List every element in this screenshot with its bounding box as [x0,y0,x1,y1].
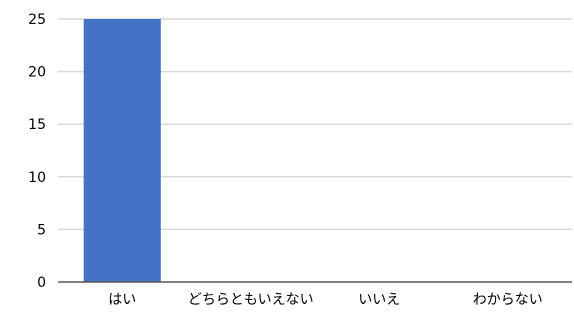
bars [83,19,161,282]
x-tick-label: はい [108,292,136,308]
y-axis-tick-labels: 0 5 10 15 20 25 [28,12,46,291]
y-tick-label: 10 [28,170,46,186]
y-tick-label: 20 [28,65,46,81]
y-tick-label: 0 [37,275,46,291]
y-tick-label: 15 [28,117,46,133]
x-tick-label: いいえ [358,292,400,308]
y-tick-label: 25 [28,12,46,28]
x-tick-label: わからない [473,292,543,308]
y-tick-label: 5 [37,222,46,238]
x-tick-label: どちらともいえない [188,292,314,308]
x-axis-tick-labels: はい どちらともいえない いいえ わからない [108,292,543,308]
bar-1 [83,19,161,282]
